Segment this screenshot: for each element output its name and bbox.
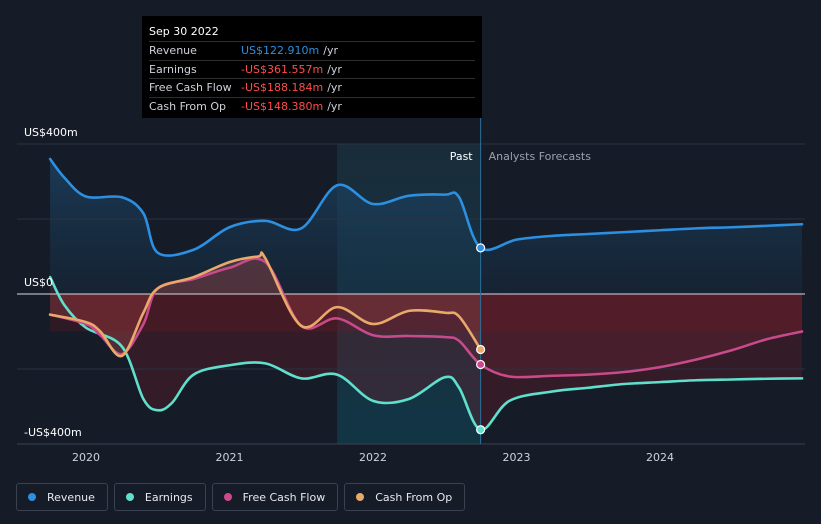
tooltip-unit: /yr	[327, 62, 342, 76]
y-tick-label: US$0	[24, 276, 53, 289]
tooltip-unit: /yr	[327, 99, 342, 113]
legend-revenue[interactable]: Revenue	[16, 483, 108, 511]
tooltip-label: Revenue	[149, 44, 197, 57]
tooltip-row-free-cash-flow: Free Cash Flow -US$188.184m /yr	[149, 78, 475, 97]
legend-label: Cash From Op	[375, 490, 453, 504]
legend-cash-from-op[interactable]: Cash From Op	[344, 483, 466, 511]
cash-from-op-dot-icon	[356, 493, 365, 501]
area-earnings	[50, 277, 803, 430]
tooltip-label: Earnings	[149, 62, 197, 76]
marker-free-cash-flow	[476, 359, 486, 370]
tooltip-value: US$122.910m	[241, 44, 320, 57]
tooltip-row-revenue: Revenue US$122.910m /yr	[149, 41, 475, 60]
tooltip-unit: /yr	[327, 81, 342, 94]
revenue-dot-icon	[28, 493, 36, 501]
marker-cash-from-op	[476, 344, 486, 355]
negative-shade	[50, 294, 803, 332]
marker-revenue	[476, 243, 486, 253]
forecast-label: Analysts Forecasts	[489, 150, 592, 163]
x-tick-label: 2021	[216, 451, 244, 464]
chart-legend: Revenue Earnings Free Cash Flow Cash Fro…	[16, 483, 466, 511]
past-label: Past	[450, 150, 474, 163]
area-cash-from-op	[50, 252, 481, 357]
tooltip-row-cash-from-op: Cash From Op -US$148.380m /yr	[149, 96, 475, 116]
tooltip-row-earnings: Earnings -US$361.557m /yr	[149, 59, 475, 79]
tooltip-value: -US$148.380m	[241, 99, 324, 113]
tooltip-date: Sep 30 2022	[149, 25, 219, 38]
tooltip-value: -US$361.557m	[241, 62, 324, 76]
series-line-free-cash-flow	[48, 257, 804, 379]
tooltip-value: -US$188.184m	[241, 81, 324, 94]
series-line-earnings	[48, 275, 804, 432]
legend-label: Revenue	[47, 490, 95, 504]
legend-free-cash-flow[interactable]: Free Cash Flow	[211, 483, 339, 511]
x-tick-label: 2022	[359, 451, 387, 464]
y-tick-label: US$400m	[24, 126, 78, 139]
y-tick-label: -US$400m	[24, 426, 82, 439]
series-line-revenue	[48, 157, 804, 257]
x-tick-label: 2023	[503, 451, 531, 464]
series-line-cash-from-op	[48, 251, 482, 358]
tooltip-panel: Sep 30 2022 Revenue US$122.910m /yr Earn…	[142, 16, 482, 118]
earnings-dot-icon	[125, 493, 134, 501]
x-tick-label: 2020	[72, 451, 100, 464]
legend-label: Free Cash Flow	[242, 490, 326, 504]
marker-earnings	[476, 425, 486, 435]
legend-earnings[interactable]: Earnings	[113, 483, 206, 511]
free-cash-flow-dot-icon	[223, 493, 232, 501]
tooltip-label: Cash From Op	[149, 99, 227, 113]
tooltip-label: Free Cash Flow	[149, 81, 232, 94]
x-tick-label: 2024	[646, 451, 674, 464]
area-free-cash-flow	[50, 258, 803, 378]
tooltip-unit: /yr	[323, 44, 338, 57]
legend-label: Earnings	[144, 490, 193, 504]
